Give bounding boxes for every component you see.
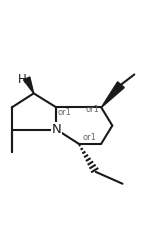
Text: H: H [18,73,26,86]
Text: or1: or1 [82,133,96,142]
Text: or1: or1 [86,105,99,114]
Text: N: N [52,123,61,136]
Text: or1: or1 [57,108,71,117]
Polygon shape [101,82,124,107]
Polygon shape [24,77,34,93]
